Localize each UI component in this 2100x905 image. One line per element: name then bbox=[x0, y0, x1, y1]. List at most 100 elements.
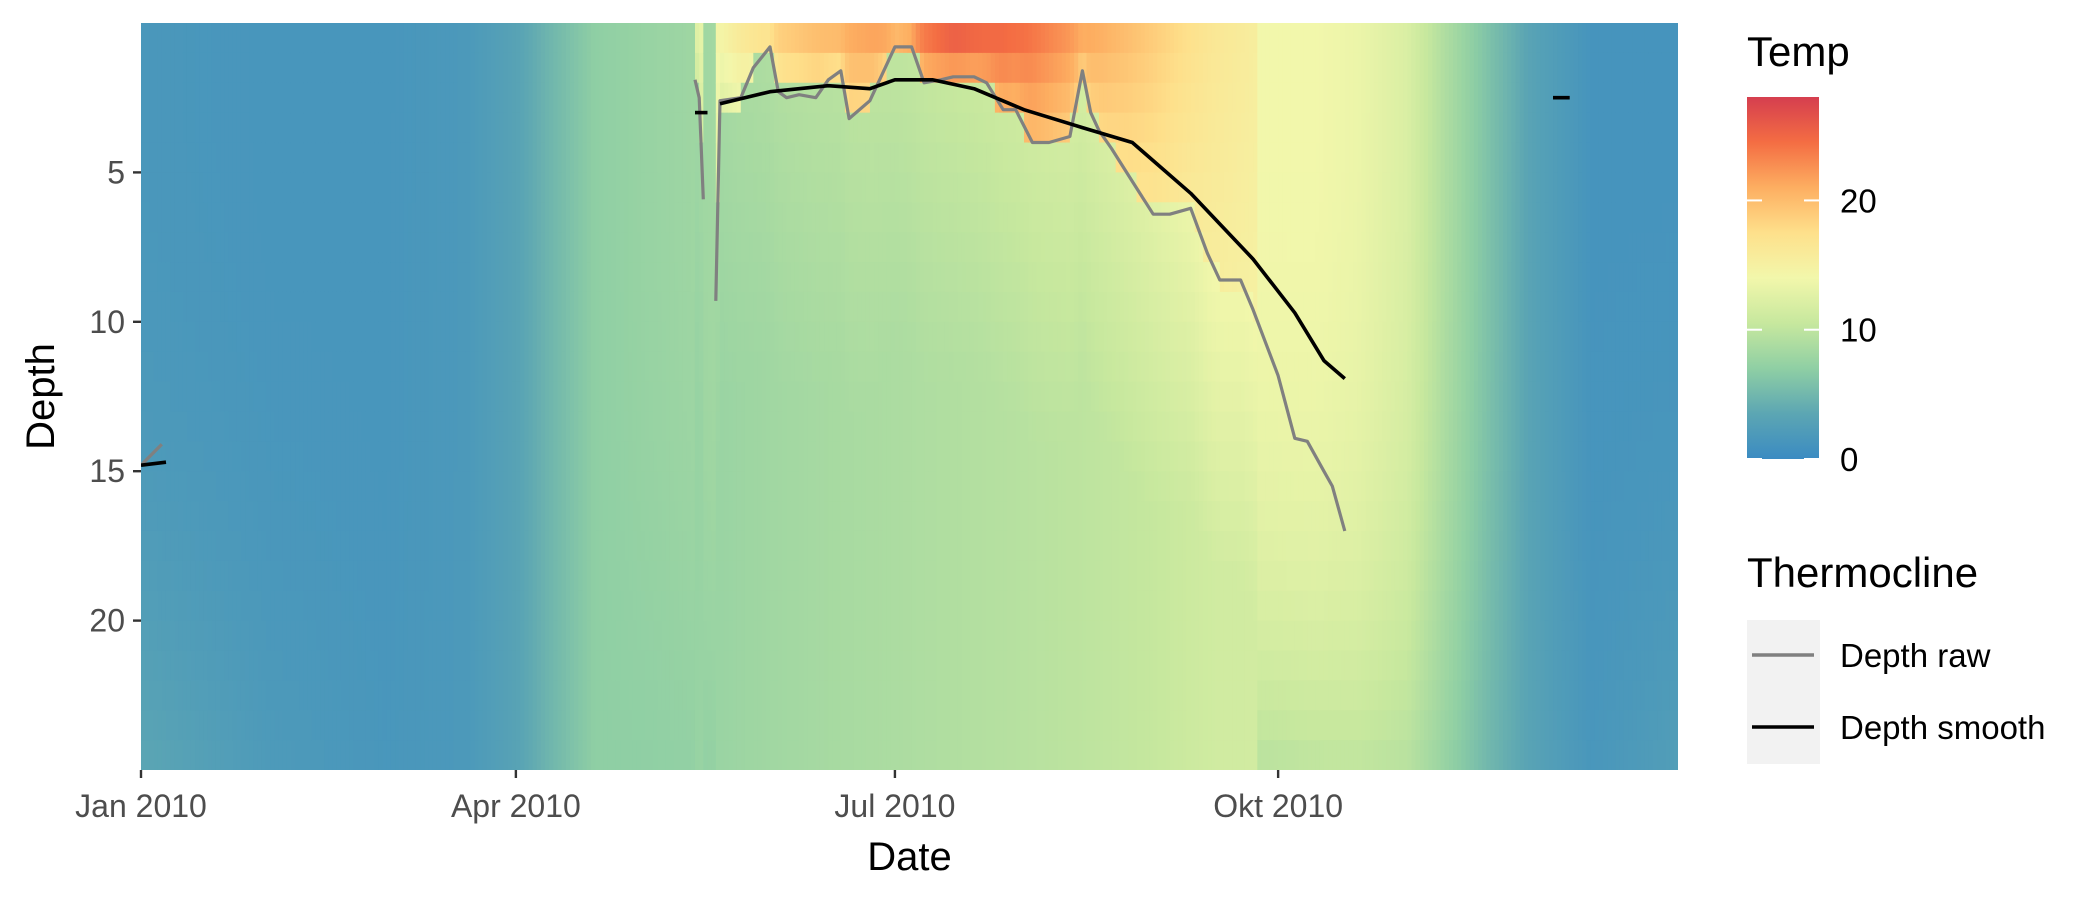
heatmap-cell bbox=[603, 291, 609, 323]
heatmap-cell bbox=[632, 560, 638, 592]
heatmap-cell bbox=[528, 52, 534, 84]
heatmap-cell bbox=[949, 710, 954, 741]
heatmap-cell bbox=[361, 262, 367, 293]
heatmap-cell bbox=[736, 232, 742, 263]
heatmap-cell bbox=[224, 501, 230, 532]
heatmap-cell bbox=[582, 471, 588, 502]
heatmap-cell bbox=[686, 530, 692, 562]
heatmap-cell bbox=[386, 291, 392, 323]
heatmap-cell bbox=[520, 291, 525, 323]
heatmap-cell bbox=[678, 411, 684, 442]
heatmap-cell bbox=[265, 232, 271, 263]
heatmap-cell bbox=[749, 530, 754, 562]
heatmap-cell bbox=[290, 142, 296, 173]
heatmap-cell bbox=[611, 590, 617, 622]
heatmap-cell bbox=[624, 351, 629, 383]
heatmap-cell bbox=[170, 172, 175, 203]
heatmap-cell bbox=[436, 740, 442, 770]
heatmap-cell bbox=[195, 740, 200, 770]
heatmap-cell bbox=[370, 351, 375, 383]
heatmap-cell bbox=[224, 202, 230, 233]
heatmap-cell bbox=[141, 530, 146, 562]
heatmap-cell bbox=[390, 560, 396, 592]
heatmap-cell bbox=[807, 680, 813, 711]
heatmap-cell bbox=[370, 710, 375, 741]
heatmap-cell bbox=[549, 381, 554, 413]
heatmap-cell bbox=[565, 142, 571, 173]
heatmap-cell bbox=[528, 202, 534, 233]
heatmap-cell bbox=[674, 142, 679, 173]
heatmap-cell bbox=[969, 441, 975, 472]
heatmap-cell bbox=[636, 381, 642, 413]
heatmap-cell bbox=[353, 262, 359, 293]
heatmap-cell bbox=[890, 590, 896, 622]
heatmap-cell bbox=[440, 560, 446, 592]
heatmap-cell bbox=[545, 560, 550, 592]
heatmap-cell bbox=[636, 590, 642, 622]
heatmap-cell bbox=[328, 321, 334, 353]
heatmap-cell bbox=[707, 560, 713, 592]
heatmap-cell bbox=[699, 321, 704, 353]
heatmap-cell bbox=[940, 650, 946, 681]
heatmap-cell bbox=[228, 321, 234, 353]
heatmap-cell bbox=[320, 740, 325, 770]
heatmap-cell bbox=[849, 710, 854, 741]
heatmap-cell bbox=[211, 381, 217, 413]
heatmap-cell bbox=[699, 740, 704, 770]
heatmap-cell bbox=[445, 291, 450, 323]
heatmap-cell bbox=[170, 560, 175, 592]
heatmap-cell bbox=[865, 501, 871, 532]
heatmap-cell bbox=[453, 530, 459, 562]
heatmap-cell bbox=[190, 381, 196, 413]
heatmap-cell bbox=[420, 560, 425, 592]
heatmap-cell bbox=[449, 471, 454, 502]
heatmap-cell bbox=[561, 262, 567, 293]
heatmap-cell bbox=[399, 530, 405, 562]
heatmap-cell bbox=[653, 560, 659, 592]
heatmap-cell bbox=[561, 680, 567, 711]
heatmap-cell bbox=[320, 232, 325, 263]
heatmap-cell bbox=[257, 381, 263, 413]
heatmap-cell bbox=[774, 411, 779, 442]
heatmap-cell bbox=[678, 291, 684, 323]
heatmap-cell bbox=[457, 321, 463, 353]
heatmap-cell bbox=[270, 680, 275, 711]
heatmap-cell bbox=[395, 172, 400, 203]
heatmap-cell bbox=[874, 381, 879, 413]
heatmap-cell bbox=[449, 23, 454, 54]
heatmap-cell bbox=[561, 740, 567, 770]
heatmap-cell bbox=[699, 52, 704, 84]
heatmap-cell bbox=[944, 291, 950, 323]
heatmap-cell bbox=[703, 232, 709, 263]
heatmap-cell bbox=[457, 262, 463, 293]
heatmap-cell bbox=[786, 530, 792, 562]
heatmap-cell bbox=[728, 23, 734, 54]
heatmap-cell bbox=[849, 23, 854, 54]
heatmap-cell bbox=[911, 112, 917, 144]
heatmap-cell bbox=[599, 232, 604, 263]
heatmap-cell bbox=[220, 471, 225, 502]
heatmap-cell bbox=[811, 142, 817, 173]
heatmap-cell bbox=[849, 501, 854, 532]
heatmap-cell bbox=[245, 710, 250, 741]
heatmap-cell bbox=[374, 142, 380, 173]
heatmap-cell bbox=[290, 232, 296, 263]
heatmap-cell bbox=[824, 590, 829, 622]
heatmap-cell bbox=[586, 291, 592, 323]
heatmap-cell bbox=[865, 471, 871, 502]
heatmap-cell bbox=[919, 202, 925, 233]
heatmap-cell bbox=[765, 680, 771, 711]
heatmap-cell bbox=[578, 351, 584, 383]
heatmap-cell bbox=[682, 291, 688, 323]
heatmap-cell bbox=[924, 501, 929, 532]
heatmap-cell bbox=[265, 202, 271, 233]
heatmap-cell bbox=[715, 650, 721, 681]
heatmap-cell bbox=[340, 560, 346, 592]
heatmap-cell bbox=[436, 471, 442, 502]
heatmap-cell bbox=[411, 321, 417, 353]
heatmap-cell bbox=[228, 501, 234, 532]
heatmap-cell bbox=[724, 351, 729, 383]
heatmap-cell bbox=[624, 680, 629, 711]
heatmap-cell bbox=[228, 650, 234, 681]
heatmap-cell bbox=[832, 560, 838, 592]
